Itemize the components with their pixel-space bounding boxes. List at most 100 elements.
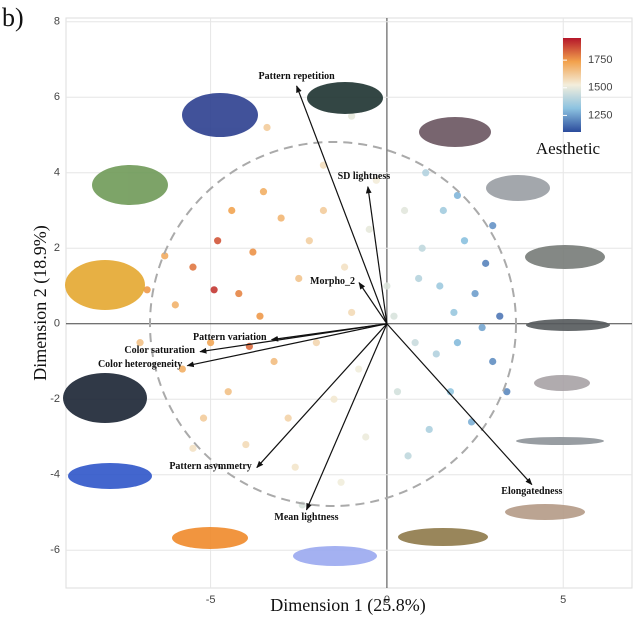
- point: [340, 263, 349, 271]
- point: [439, 206, 447, 215]
- point: [210, 286, 218, 294]
- y-tick-label: -4: [50, 469, 60, 481]
- point: [503, 388, 511, 396]
- point: [249, 248, 257, 256]
- point: [206, 339, 215, 347]
- point: [453, 339, 462, 347]
- x-axis-title: Dimension 1 (25.8%): [270, 595, 425, 616]
- correlation-circle: [149, 141, 517, 507]
- y-tick-label: 0: [54, 318, 60, 330]
- loading-arrow: [386, 323, 533, 486]
- point: [242, 440, 250, 449]
- point: [453, 191, 462, 200]
- point: [263, 123, 271, 132]
- loading-arrow: [199, 323, 387, 354]
- point: [295, 274, 303, 283]
- point: [171, 301, 179, 309]
- y-axis-title: Dimension 2 (18.9%): [30, 225, 51, 380]
- point: [348, 308, 356, 317]
- point: [235, 289, 243, 298]
- point: [199, 414, 208, 422]
- point: [446, 388, 454, 396]
- point: [161, 252, 169, 260]
- loading-label: Mean lightness: [274, 512, 338, 523]
- y-tick-label: 6: [54, 91, 60, 103]
- point: [319, 161, 328, 169]
- point: [489, 222, 497, 230]
- x-tick-label: 0: [384, 594, 390, 606]
- fish-images: [63, 82, 610, 566]
- colorbar-tick-label: 1500: [588, 82, 612, 94]
- point: [337, 478, 345, 486]
- point: [348, 112, 356, 120]
- point: [478, 323, 486, 332]
- colorbar-tick-label: 1250: [588, 109, 612, 121]
- point: [496, 312, 504, 320]
- point: [178, 365, 186, 373]
- y-tick-label: -2: [50, 393, 60, 405]
- point: [400, 206, 409, 215]
- point: [411, 339, 419, 347]
- loading-label: Pattern asymmetry: [169, 461, 251, 472]
- point: [436, 282, 444, 290]
- panel-label: b): [2, 3, 24, 32]
- loading-label: Elongatedness: [501, 486, 562, 497]
- point: [415, 274, 423, 283]
- point: [460, 237, 469, 245]
- y-tick-label: -6: [50, 544, 60, 556]
- point: [189, 444, 197, 452]
- y-tick-label: 8: [54, 16, 60, 28]
- point: [228, 206, 236, 215]
- loading-label: Pattern variation: [193, 332, 267, 343]
- x-tick-label: 5: [560, 594, 566, 606]
- loading-arrow: [305, 323, 388, 511]
- point: [450, 308, 458, 317]
- point: [256, 312, 264, 320]
- colorbar: [563, 38, 581, 132]
- point: [393, 388, 402, 396]
- point: [291, 463, 299, 471]
- loading-arrow: [358, 282, 388, 325]
- x-tick-label: -5: [206, 594, 216, 606]
- point: [467, 418, 476, 426]
- point: [305, 237, 313, 245]
- colorbar-tick-label: 1750: [588, 54, 612, 66]
- loading-arrow: [256, 323, 388, 469]
- point: [422, 169, 430, 177]
- point: [312, 339, 320, 347]
- point: [259, 188, 268, 196]
- point: [372, 176, 380, 184]
- point: [425, 425, 433, 434]
- point: [284, 414, 292, 422]
- loading-arrow: [186, 323, 388, 368]
- point: [224, 388, 232, 396]
- point: [482, 259, 490, 267]
- point: [189, 263, 197, 271]
- point: [214, 237, 222, 245]
- point: [136, 339, 144, 347]
- point: [404, 452, 412, 460]
- point: [365, 225, 373, 233]
- loading-label: SD lightness: [338, 171, 391, 182]
- y-tick-label: 2: [54, 242, 60, 254]
- point: [418, 244, 426, 252]
- loading-label: Morpho_2: [310, 276, 355, 287]
- loading-arrow: [365, 186, 388, 324]
- point: [143, 286, 151, 294]
- point: [319, 206, 328, 215]
- loading-label: Color saturation: [124, 345, 195, 356]
- loading-arrow: [296, 85, 388, 324]
- point: [390, 312, 398, 320]
- point: [383, 282, 391, 290]
- point: [277, 214, 285, 222]
- point: [489, 357, 497, 366]
- loading-label: Pattern repetition: [259, 71, 336, 82]
- loadings: Pattern repetition SD lightness Morpho_2 Pa…: [98, 71, 563, 523]
- colorbar-title: Aesthetic: [536, 139, 601, 158]
- point: [362, 433, 370, 441]
- loading-label: Color heterogeneity: [98, 359, 182, 370]
- point: [471, 289, 479, 298]
- point: [432, 350, 440, 358]
- point: [330, 395, 338, 403]
